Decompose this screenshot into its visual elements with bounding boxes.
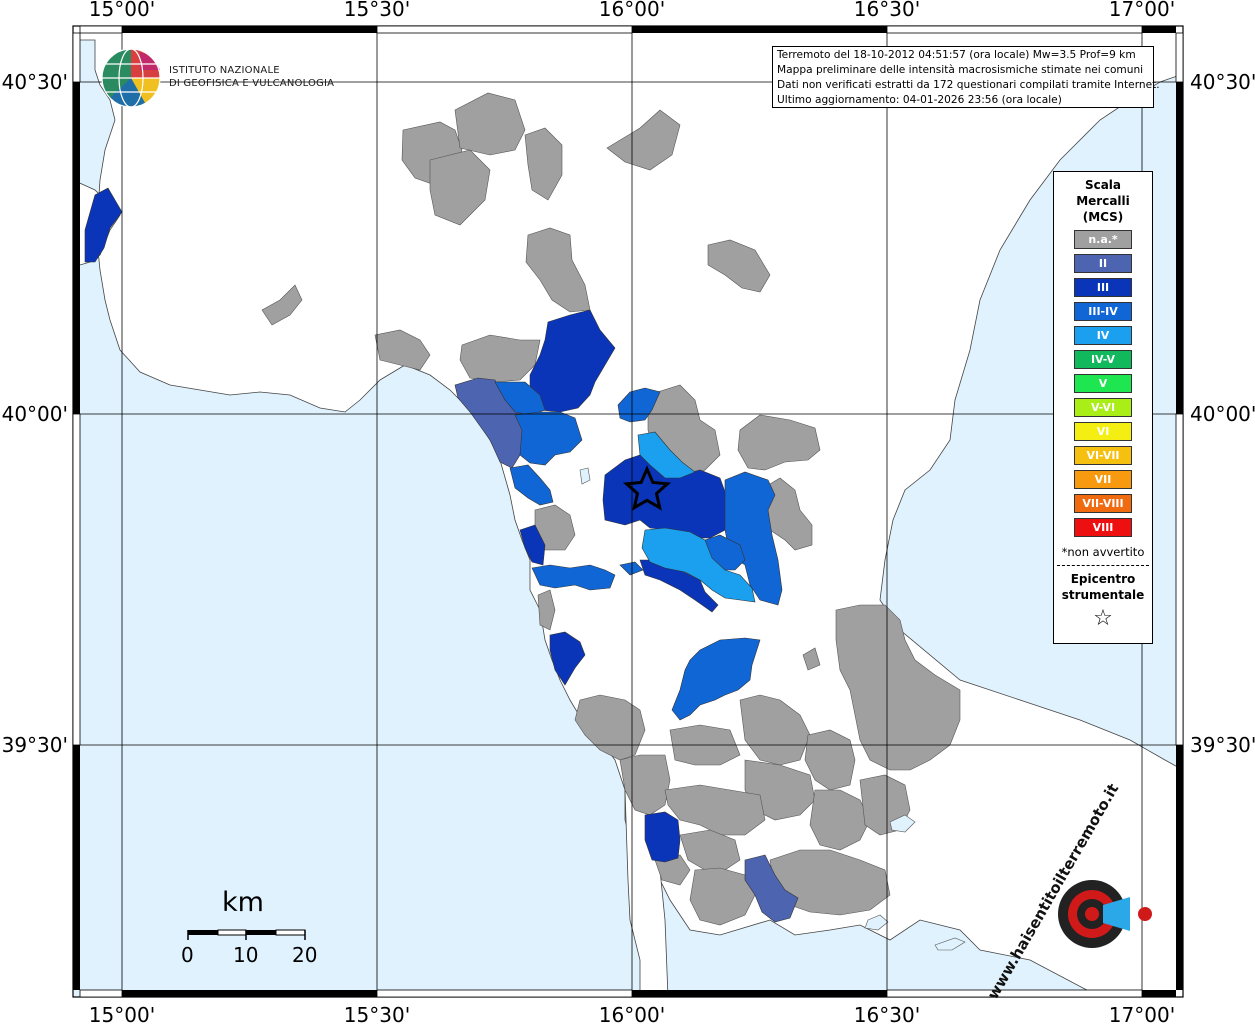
lat-label-right: 40°30' bbox=[1190, 70, 1255, 94]
scale-tick-label: 0 bbox=[181, 943, 194, 967]
legend-title-line: (MCS) bbox=[1082, 210, 1124, 224]
event-info-line: Ultimo aggiornamento: 04-01-2026 23:56 (… bbox=[777, 94, 1062, 106]
legend-divider bbox=[1057, 565, 1149, 566]
legend-note: *non avvertito bbox=[1061, 545, 1145, 559]
scale-bar bbox=[187, 929, 306, 940]
scale-tick-label: 20 bbox=[292, 943, 318, 967]
lon-label-top: 15°00' bbox=[89, 0, 155, 21]
intensity-III-IV-comuni bbox=[494, 381, 783, 721]
legend-title-line: Mercalli bbox=[1076, 194, 1130, 208]
legend-item: VI bbox=[1074, 422, 1132, 441]
lon-label-bottom: 16°30' bbox=[854, 1003, 920, 1024]
event-info-box: Terremoto del 18-10-2012 04:51:57 (ora l… bbox=[772, 46, 1160, 108]
legend-item: IV bbox=[1074, 326, 1132, 345]
lon-label-top: 16°30' bbox=[854, 0, 920, 21]
legend-item: VII-VIII bbox=[1074, 494, 1132, 513]
legend-item: IV-V bbox=[1074, 350, 1132, 369]
legend-item: n.a.* bbox=[1074, 230, 1132, 249]
event-info-line: Dati non verificati estratti da 172 ques… bbox=[777, 79, 1160, 91]
lon-label-bottom: 15°00' bbox=[89, 1003, 155, 1024]
lat-label-right: 39°30' bbox=[1190, 733, 1255, 757]
legend-item: III bbox=[1074, 278, 1132, 297]
legend-item: VI-VII bbox=[1074, 446, 1132, 465]
ingv-name: ISTITUTO NAZIONALE DI GEOFISICA E VULCAN… bbox=[169, 64, 334, 90]
lon-label-top: 15°30' bbox=[344, 0, 410, 21]
lat-label-left: 40°30' bbox=[2, 70, 68, 94]
legend-items: n.a.* II III III-IV IV IV-V V V-VI VI VI-VII VII VI… bbox=[1054, 230, 1152, 537]
ingv-name-line: DI GEOFISICA E VULCANOLOGIA bbox=[169, 78, 335, 89]
legend-star-icon: ☆ bbox=[1093, 606, 1113, 631]
legend-epicenter-line: Epicentro bbox=[1070, 572, 1136, 586]
legend-item: V-VI bbox=[1074, 398, 1132, 417]
lon-label-bottom: 17°00' bbox=[1109, 1003, 1175, 1024]
legend-item: III-IV bbox=[1074, 302, 1132, 321]
mercalli-legend: Scala Mercalli (MCS) n.a.* II III III-IV IV I… bbox=[1053, 171, 1153, 644]
scale-unit: km bbox=[222, 887, 264, 918]
lakes bbox=[579, 467, 966, 951]
lat-label-left: 39°30' bbox=[2, 733, 68, 757]
epicenter-star-icon bbox=[622, 465, 672, 511]
lat-label-left: 40°00' bbox=[2, 402, 68, 426]
event-info-line: Terremoto del 18-10-2012 04:51:57 (ora l… bbox=[777, 49, 1136, 61]
intensity-III-comuni bbox=[84, 187, 729, 863]
legend-title: Scala Mercalli (MCS) bbox=[1054, 177, 1152, 225]
ingv-name-line: ISTITUTO NAZIONALE bbox=[169, 65, 280, 76]
legend-epicenter-label: Epicentro strumentale bbox=[1054, 571, 1152, 603]
haisentito-logo-icon bbox=[1058, 880, 1152, 948]
legend-item: II bbox=[1074, 254, 1132, 273]
legend-epicenter-line: strumentale bbox=[1061, 588, 1145, 602]
intensity-IV-comuni bbox=[637, 431, 756, 603]
legend-item: VIII bbox=[1074, 518, 1132, 537]
lat-label-right: 40°00' bbox=[1190, 402, 1255, 426]
legend-item: V bbox=[1074, 374, 1132, 393]
event-info-line: Mappa preliminare delle intensità macros… bbox=[777, 64, 1144, 76]
ingv-logo-icon bbox=[101, 48, 161, 108]
lon-label-bottom: 15°30' bbox=[344, 1003, 410, 1024]
na-comuni bbox=[261, 92, 961, 926]
legend-item: VII bbox=[1074, 470, 1132, 489]
legend-title-line: Scala bbox=[1084, 178, 1122, 192]
lon-label-bottom: 16°00' bbox=[599, 1003, 665, 1024]
scale-tick-label: 10 bbox=[233, 943, 259, 967]
lon-label-top: 16°00' bbox=[599, 0, 665, 21]
lon-label-top: 17°00' bbox=[1109, 0, 1175, 21]
frame-border-bars bbox=[72, 25, 1184, 998]
